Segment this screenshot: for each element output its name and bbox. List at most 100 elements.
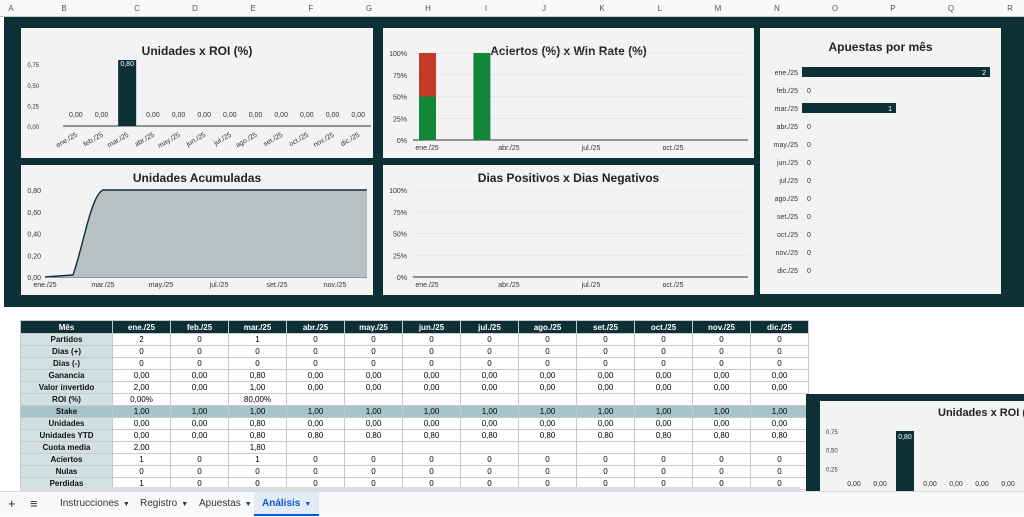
table-cell[interactable]: 0 — [576, 333, 635, 346]
table-cell[interactable] — [344, 441, 403, 454]
tab-instrucciones[interactable]: Instrucciones ▼ — [60, 492, 130, 516]
table-cell[interactable]: 0,00 — [692, 417, 751, 430]
table-cell[interactable]: 0 — [344, 345, 403, 358]
tab-apuestas[interactable]: Apuestas ▼ — [199, 492, 252, 516]
table-cell[interactable]: 0,00 — [112, 429, 171, 442]
row-label[interactable]: Nulas — [20, 465, 113, 478]
table-cell[interactable]: 0 — [228, 357, 287, 370]
table-cell[interactable]: 0 — [228, 465, 287, 478]
row-label[interactable]: Partidos — [20, 333, 113, 346]
table-cell[interactable]: 0 — [170, 453, 229, 466]
column-header-f[interactable]: F — [308, 4, 314, 13]
column-header-c[interactable]: C — [134, 4, 140, 13]
table-cell[interactable]: 0 — [692, 453, 751, 466]
table-cell[interactable]: 0 — [344, 357, 403, 370]
column-header-n[interactable]: N — [774, 4, 780, 13]
table-cell[interactable]: 0,00 — [112, 369, 171, 382]
column-header-p[interactable]: P — [890, 4, 896, 13]
table-cell[interactable]: 1,00 — [460, 405, 519, 418]
chart-aciertos[interactable]: Aciertos (%) x Win Rate (%) 100% 75% 50% 25… — [383, 28, 754, 158]
table-header-cell[interactable]: set./25 — [576, 320, 635, 334]
table-header-cell[interactable]: Mês — [20, 320, 113, 334]
table-cell[interactable]: 0 — [750, 357, 809, 370]
table-cell[interactable] — [518, 393, 577, 406]
table-cell[interactable]: 0 — [750, 465, 809, 478]
table-cell[interactable]: 0 — [402, 453, 461, 466]
table-cell[interactable]: 0 — [170, 333, 229, 346]
table-cell[interactable]: 0 — [286, 465, 345, 478]
table-cell[interactable]: 0 — [576, 345, 635, 358]
table-cell[interactable]: 0 — [460, 453, 519, 466]
table-cell[interactable]: 0,80 — [402, 429, 461, 442]
row-label[interactable]: Stake — [20, 405, 113, 418]
table-cell[interactable]: 0,00 — [634, 417, 693, 430]
table-cell[interactable]: 0,00 — [170, 429, 229, 442]
table-cell[interactable]: 1 — [112, 453, 171, 466]
table-cell[interactable]: 0 — [286, 345, 345, 358]
row-label[interactable]: Dias (-) — [20, 357, 113, 370]
table-cell[interactable]: 0,00 — [460, 369, 519, 382]
table-cell[interactable]: 0,00 — [460, 417, 519, 430]
table-cell[interactable]: 0,00 — [402, 369, 461, 382]
horizontal-scrollbar[interactable] — [20, 487, 800, 491]
table-cell[interactable]: 0 — [286, 357, 345, 370]
table-cell[interactable]: 0 — [692, 465, 751, 478]
table-cell[interactable] — [692, 393, 751, 406]
table-cell[interactable]: 0,00 — [402, 381, 461, 394]
table-cell[interactable]: 0 — [576, 465, 635, 478]
table-cell[interactable]: 0,00 — [634, 381, 693, 394]
table-cell[interactable] — [750, 393, 809, 406]
table-cell[interactable]: 0 — [344, 453, 403, 466]
table-cell[interactable]: 1,00 — [286, 405, 345, 418]
table-cell[interactable]: 1,00 — [576, 405, 635, 418]
tab-analisis[interactable]: Análisis ▼ — [254, 492, 320, 516]
table-cell[interactable]: 0 — [286, 453, 345, 466]
table-cell[interactable]: 0 — [344, 465, 403, 478]
table-header-cell[interactable]: mar./25 — [228, 320, 287, 334]
table-cell[interactable]: 0,00 — [750, 381, 809, 394]
row-label[interactable]: ROI (%) — [20, 393, 113, 406]
table-cell[interactable]: 0,00 — [576, 369, 635, 382]
table-cell[interactable]: 1,00 — [402, 405, 461, 418]
table-cell[interactable]: 0,00 — [286, 381, 345, 394]
table-cell[interactable]: 1,00 — [344, 405, 403, 418]
table-cell[interactable]: 0,80 — [692, 429, 751, 442]
table-cell[interactable]: 0,80 — [228, 417, 287, 430]
chart-apuestas-mes[interactable]: Apuestas por mês ene./25 2 feb./25 0 mar./25… — [760, 28, 1001, 294]
chevron-down-icon[interactable]: ▼ — [304, 501, 312, 508]
table-cell[interactable]: 0,80 — [460, 429, 519, 442]
table-cell[interactable]: 0 — [750, 333, 809, 346]
table-cell[interactable]: 0,00 — [692, 381, 751, 394]
table-cell[interactable]: 0,00 — [460, 381, 519, 394]
table-cell[interactable]: 0 — [344, 333, 403, 346]
table-cell[interactable]: 0 — [692, 333, 751, 346]
row-label[interactable]: Perdidas — [20, 477, 113, 490]
table-cell[interactable]: 0 — [692, 357, 751, 370]
table-cell[interactable]: 0 — [460, 357, 519, 370]
table-cell[interactable]: 2,00 — [112, 381, 171, 394]
table-cell[interactable]: 0,80 — [576, 429, 635, 442]
row-label[interactable]: Valor invertido — [20, 381, 113, 394]
table-cell[interactable]: 80,00% — [228, 393, 287, 406]
table-cell[interactable]: 0 — [402, 357, 461, 370]
table-cell[interactable]: 0 — [286, 333, 345, 346]
column-header-j[interactable]: J — [542, 4, 546, 13]
chevron-down-icon[interactable]: ▼ — [181, 501, 189, 508]
table-cell[interactable]: 1,00 — [518, 405, 577, 418]
table-header-cell[interactable]: dic./25 — [750, 320, 809, 334]
table-header-cell[interactable]: abr./25 — [286, 320, 345, 334]
table-cell[interactable]: 0,80 — [518, 429, 577, 442]
chart-roi-small[interactable]: Unidades x ROI (% 0,750,500,250,000,000,… — [820, 401, 1024, 491]
table-cell[interactable] — [402, 393, 461, 406]
table-cell[interactable]: 0,00 — [518, 369, 577, 382]
table-cell[interactable]: 0 — [228, 345, 287, 358]
table-cell[interactable] — [286, 393, 345, 406]
chevron-down-icon[interactable]: ▼ — [244, 501, 252, 508]
table-cell[interactable]: 2,00 — [112, 441, 171, 454]
table-cell[interactable]: 1,00 — [112, 405, 171, 418]
table-cell[interactable]: 0,80 — [344, 429, 403, 442]
tab-registro[interactable]: Registro ▼ — [140, 492, 188, 516]
table-cell[interactable]: 0 — [576, 453, 635, 466]
table-cell[interactable] — [286, 441, 345, 454]
table-cell[interactable]: 0,00 — [170, 369, 229, 382]
